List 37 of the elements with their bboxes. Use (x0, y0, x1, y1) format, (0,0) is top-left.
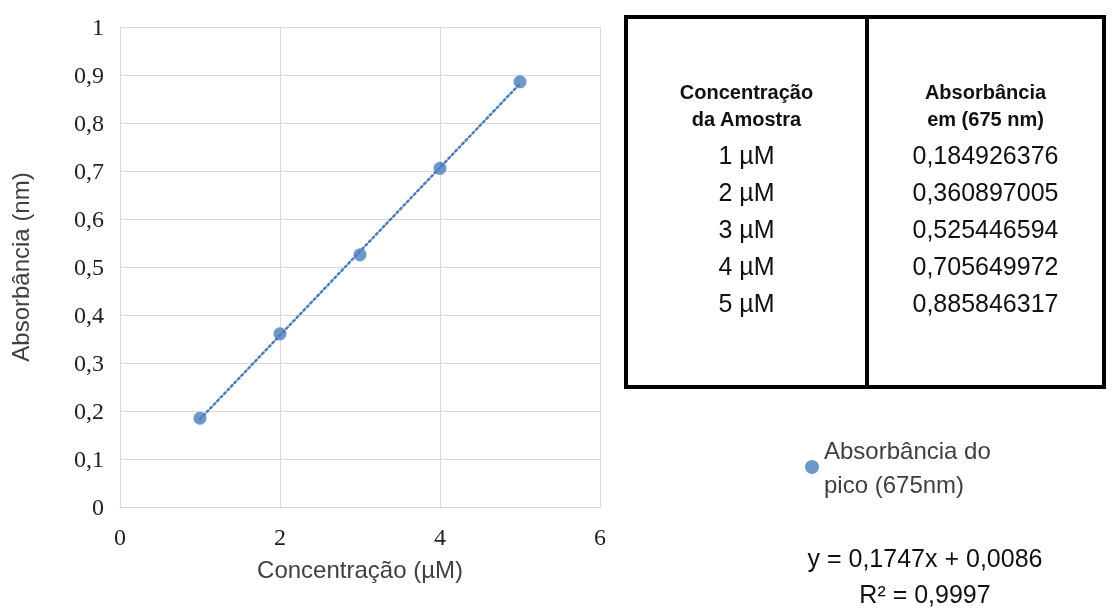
point (273, 327, 287, 341)
text: 5 µM (717, 288, 776, 319)
y-tick-label: 0,1 (74, 446, 104, 472)
point (433, 161, 447, 175)
y-tick-label: 0,2 (74, 398, 104, 424)
text: 1 µM (717, 140, 776, 171)
y-axis-title: Absorbância (nm) (6, 172, 34, 362)
text: 0,705649972 (911, 251, 1060, 282)
point (513, 75, 527, 89)
text: 2 µM (717, 177, 776, 208)
text: 3 µM (717, 214, 776, 245)
text: 4 µM (717, 251, 776, 282)
y-tick-label: 0,8 (74, 110, 104, 136)
x-tick-label: 2 (274, 524, 286, 550)
text: R² = 0,9997 (858, 579, 992, 610)
text: 0,885846317 (911, 288, 1060, 319)
y-tick-label: 0,5 (74, 254, 104, 280)
text: 0,525446594 (911, 214, 1060, 245)
y-tick-label: 0,6 (74, 206, 104, 232)
point (193, 411, 207, 425)
x-tick-label: 4 (434, 524, 446, 550)
legend-label: Absorbância do pico (675nm) (824, 436, 998, 498)
text: Absorbância em (675 nm) (923, 80, 1048, 132)
point (353, 248, 367, 262)
text: y = 0,1747x + 0,0086 (806, 543, 1044, 574)
y-tick-label: 0,4 (74, 302, 104, 328)
text: 0,184926376 (911, 140, 1060, 171)
y-tick-label: 0,7 (74, 158, 104, 184)
text: Concentração da Amostra (678, 80, 815, 132)
y-tick-label: 1 (92, 14, 104, 40)
y-tick-label: 0,9 (74, 62, 104, 88)
y-tick-label: 0 (92, 494, 104, 520)
text: 0,360897005 (911, 177, 1060, 208)
y-tick-label: 0,3 (74, 350, 104, 376)
x-axis-title: Concentração (µM) (257, 555, 463, 583)
x-tick-label: 6 (594, 524, 606, 550)
x-tick-label: 0 (114, 524, 126, 550)
